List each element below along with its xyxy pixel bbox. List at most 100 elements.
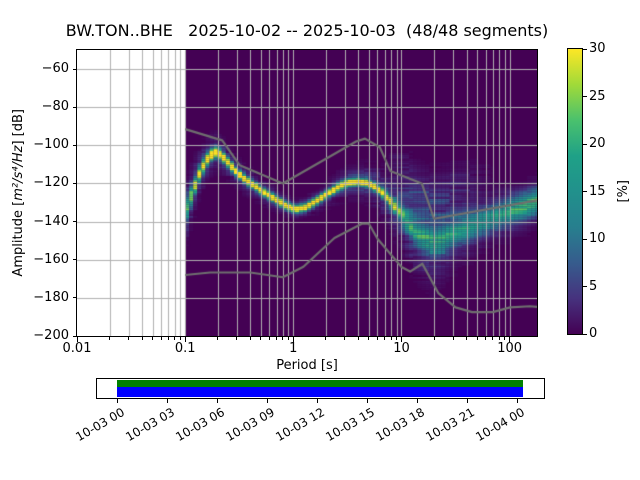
plot-area-frame: [76, 49, 538, 337]
x-minor-tick: [390, 337, 392, 340]
y-tick-label: −120: [33, 175, 69, 191]
ppsd-heatmap-canvas: [77, 50, 537, 336]
x-minor-tick: [325, 337, 327, 340]
timeline-tick: [316, 399, 318, 403]
x-tick-label: 10: [393, 341, 410, 356]
y-axis-label-math: m²/s⁴/Hz: [10, 145, 26, 201]
colorbar-tick-label: 0: [589, 326, 598, 341]
timeline-tick-label: 10-03 21: [423, 405, 477, 445]
y-tick-label: −180: [33, 289, 69, 305]
x-minor-tick: [160, 337, 162, 340]
x-minor-tick: [276, 337, 278, 340]
timeline-tick: [216, 399, 218, 403]
x-tick-label: 100: [497, 341, 523, 356]
x-tick-label: 1: [289, 341, 298, 356]
x-minor-tick: [344, 337, 346, 340]
x-minor-tick: [498, 337, 500, 340]
x-tick-label: 0.1: [174, 341, 196, 356]
x-minor-tick: [152, 337, 154, 340]
x-minor-tick: [109, 337, 111, 340]
x-minor-tick: [476, 337, 478, 340]
y-major-tick: [72, 221, 77, 223]
colorbar-tick: [583, 238, 587, 240]
colorbar-tick-label: 5: [589, 278, 598, 294]
timeline-tick: [416, 399, 418, 403]
timeline-tick: [366, 399, 368, 403]
y-tick-label: −160: [33, 251, 69, 267]
timeline-tick: [466, 399, 468, 403]
y-tick-label: −140: [33, 213, 69, 229]
x-minor-tick: [141, 337, 143, 340]
y-major-tick: [72, 335, 77, 337]
x-tick-label: 0.01: [62, 341, 92, 356]
y-major-tick: [72, 182, 77, 184]
timeline-tick-label: 10-03 06: [173, 405, 227, 445]
x-minor-tick: [179, 337, 181, 340]
timeline-tick-label: 10-03 03: [123, 405, 177, 445]
x-minor-tick: [282, 337, 284, 340]
timeline-tick: [166, 399, 168, 403]
colorbar-tick-label: 10: [589, 231, 606, 246]
y-tick-label: −80: [41, 99, 69, 115]
colorbar-tick: [583, 96, 587, 97]
timeline-tick: [516, 399, 518, 403]
x-major-tick: [184, 337, 186, 342]
colorbar-tick: [583, 48, 587, 50]
coverage-bar-green: [117, 380, 523, 387]
timeline-tick-label: 10-03 15: [323, 405, 377, 445]
plot-title: BW.TON..BHE 2025-10-02 -- 2025-10-03 (48…: [65, 21, 549, 40]
coverage-timeline: [96, 378, 545, 399]
timeline-tick-label: 10-03 09: [223, 405, 277, 445]
x-minor-tick: [128, 337, 130, 340]
x-minor-tick: [174, 337, 176, 340]
x-minor-tick: [433, 337, 435, 340]
colorbar-tick-label: 20: [589, 136, 606, 151]
colorbar-tick: [583, 191, 587, 192]
colorbar: [567, 48, 583, 335]
x-minor-tick: [485, 337, 487, 340]
y-tick-label: −100: [33, 137, 69, 153]
x-minor-tick: [452, 337, 454, 340]
timeline-tick-label: 10-03 18: [373, 405, 427, 445]
x-minor-tick: [466, 337, 468, 340]
colorbar-tick-label: 25: [589, 88, 606, 104]
x-minor-tick: [368, 337, 370, 340]
x-minor-tick: [268, 337, 270, 340]
colorbar-tick: [583, 286, 587, 287]
y-major-tick: [72, 297, 77, 299]
timeline-tick: [116, 399, 118, 403]
x-minor-tick: [492, 337, 494, 340]
colorbar-tick-label: 15: [589, 183, 606, 199]
y-major-tick: [72, 259, 77, 261]
y-major-tick: [72, 106, 77, 108]
colorbar-tick: [583, 333, 587, 335]
x-axis-label: Period [s]: [276, 358, 338, 373]
x-minor-tick: [396, 337, 398, 340]
colorbar-tick-label: 30: [589, 41, 606, 56]
timeline-tick-label: 10-04 00: [473, 405, 527, 445]
y-major-tick: [72, 144, 77, 146]
x-major-tick: [509, 337, 511, 342]
x-minor-tick: [504, 337, 506, 340]
x-minor-tick: [249, 337, 251, 340]
x-minor-tick: [287, 337, 289, 340]
x-minor-tick: [260, 337, 262, 340]
x-minor-tick: [167, 337, 169, 340]
colorbar-tick: [583, 143, 587, 145]
colorbar-label: [%]: [615, 180, 631, 203]
x-minor-tick: [384, 337, 386, 340]
coverage-bar-blue: [117, 387, 523, 397]
timeline-tick-label: 10-03 12: [273, 405, 327, 445]
y-major-tick: [72, 68, 77, 70]
x-minor-tick: [217, 337, 219, 340]
x-major-tick: [292, 337, 294, 342]
y-tick-label: −200: [33, 328, 69, 343]
x-major-tick: [400, 337, 402, 342]
y-tick-label: −60: [41, 61, 69, 77]
x-minor-tick: [357, 337, 359, 340]
timeline-tick: [266, 399, 268, 403]
timeline-tick-label: 10-03 00: [73, 405, 127, 445]
x-major-tick: [76, 337, 78, 342]
x-minor-tick: [376, 337, 378, 340]
